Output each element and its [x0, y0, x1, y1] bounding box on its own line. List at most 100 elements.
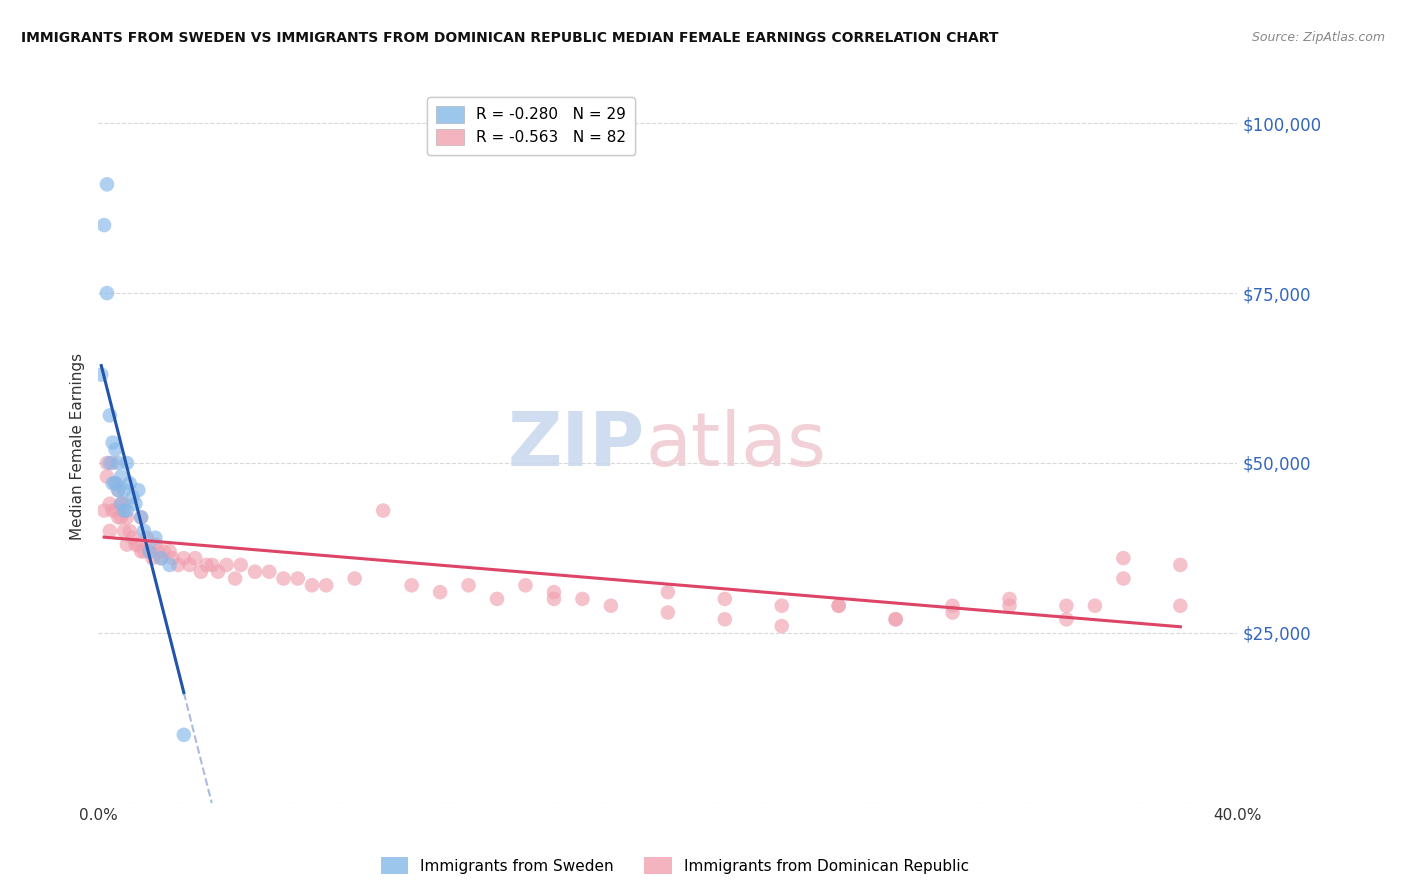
Point: [138, 544, 160, 558]
Point: [124, 497, 146, 511]
Point: [98, 524, 121, 538]
Text: IMMIGRANTS FROM SWEDEN VS IMMIGRANTS FROM DOMINICAN REPUBLIC MEDIAN FEMALE EARNI: IMMIGRANTS FROM SWEDEN VS IMMIGRANTS FRO…: [21, 31, 998, 45]
Point: [770, 619, 793, 633]
Point: [543, 585, 565, 599]
Point: [104, 476, 127, 491]
Point: [714, 612, 737, 626]
Point: [714, 591, 737, 606]
Point: [770, 599, 793, 613]
Point: [101, 456, 124, 470]
Point: [1112, 572, 1135, 586]
Point: [104, 476, 127, 491]
Text: atlas: atlas: [645, 409, 827, 483]
Text: Source: ZipAtlas.com: Source: ZipAtlas.com: [1251, 31, 1385, 45]
Point: [273, 572, 295, 586]
Point: [145, 537, 167, 551]
Point: [162, 551, 184, 566]
Point: [112, 503, 135, 517]
Point: [96, 286, 118, 301]
Point: [343, 572, 366, 586]
Point: [121, 490, 143, 504]
Point: [138, 544, 160, 558]
Point: [104, 442, 127, 457]
Point: [259, 565, 281, 579]
Point: [429, 585, 451, 599]
Point: [96, 178, 118, 192]
Point: [184, 551, 207, 566]
Point: [93, 218, 115, 232]
Point: [101, 435, 124, 450]
Point: [287, 572, 309, 586]
Point: [98, 497, 121, 511]
Point: [145, 531, 167, 545]
Point: [301, 578, 323, 592]
Point: [150, 551, 173, 566]
Point: [884, 612, 907, 626]
Point: [373, 503, 395, 517]
Point: [457, 578, 479, 592]
Point: [98, 456, 121, 470]
Point: [998, 599, 1021, 613]
Point: [159, 544, 181, 558]
Point: [515, 578, 537, 592]
Point: [107, 456, 129, 470]
Point: [107, 483, 129, 498]
Point: [127, 483, 149, 498]
Y-axis label: Median Female Earnings: Median Female Earnings: [70, 352, 86, 540]
Point: [115, 456, 138, 470]
Point: [118, 524, 141, 538]
Point: [98, 409, 121, 423]
Point: [401, 578, 423, 592]
Point: [1112, 551, 1135, 566]
Point: [127, 537, 149, 551]
Point: [129, 510, 152, 524]
Point: [201, 558, 224, 572]
Point: [600, 599, 623, 613]
Point: [110, 497, 132, 511]
Point: [135, 531, 157, 545]
Point: [110, 497, 132, 511]
Point: [112, 524, 135, 538]
Point: [243, 565, 266, 579]
Point: [115, 537, 138, 551]
Point: [118, 476, 141, 491]
Point: [115, 503, 138, 517]
Point: [132, 524, 155, 538]
Point: [112, 483, 135, 498]
Point: [998, 591, 1021, 606]
Point: [942, 606, 965, 620]
Point: [159, 558, 181, 572]
Point: [207, 565, 229, 579]
Point: [486, 591, 509, 606]
Point: [101, 503, 124, 517]
Point: [115, 510, 138, 524]
Point: [173, 551, 195, 566]
Point: [96, 469, 118, 483]
Point: [828, 599, 851, 613]
Point: [190, 565, 212, 579]
Point: [828, 599, 851, 613]
Point: [124, 537, 146, 551]
Point: [132, 544, 155, 558]
Point: [571, 591, 593, 606]
Point: [167, 558, 190, 572]
Text: ZIP: ZIP: [508, 409, 645, 483]
Point: [657, 585, 679, 599]
Point: [179, 558, 201, 572]
Point: [90, 368, 112, 382]
Point: [107, 510, 129, 524]
Point: [129, 544, 152, 558]
Point: [112, 497, 135, 511]
Point: [543, 591, 565, 606]
Point: [229, 558, 252, 572]
Point: [150, 551, 173, 566]
Point: [215, 558, 238, 572]
Point: [884, 612, 907, 626]
Point: [121, 531, 143, 545]
Point: [104, 503, 127, 517]
Point: [93, 503, 115, 517]
Point: [1170, 558, 1192, 572]
Point: [153, 544, 176, 558]
Point: [96, 456, 118, 470]
Point: [107, 483, 129, 498]
